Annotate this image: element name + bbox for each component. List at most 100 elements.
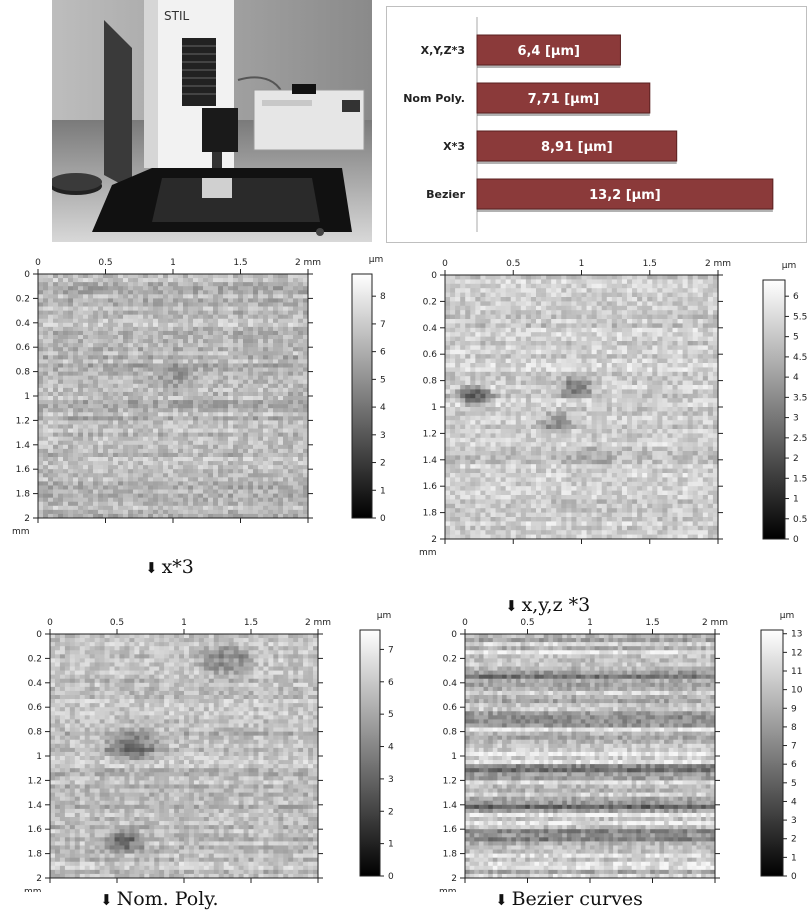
x-tick-label: 1 — [587, 618, 593, 628]
bar-category-label: Nom Poly. — [403, 92, 465, 105]
y-tick-label: 0 — [451, 630, 457, 640]
y-tick-label: 1.6 — [423, 482, 438, 492]
y-unit-label: mm — [419, 548, 437, 558]
y-tick-label: 0 — [36, 630, 42, 640]
colorbar-tick-label: 4 — [388, 743, 394, 753]
colorbar-tick-label: 0 — [388, 872, 394, 882]
bar — [476, 178, 774, 210]
x-tick-label: 2 mm — [702, 618, 728, 628]
x-tick-label: 1.5 — [643, 259, 657, 269]
x-tick-label: 0.5 — [98, 258, 112, 268]
y-tick-label: 0.2 — [16, 294, 30, 304]
y-tick-label: 1.2 — [16, 416, 30, 426]
colorbar-tick-label: 5 — [793, 333, 799, 343]
arrow-down-icon: ⬇ — [495, 891, 508, 909]
y-tick-label: 0.2 — [28, 654, 42, 664]
x-tick-label: 0.5 — [110, 618, 124, 628]
y-tick-label: 1.8 — [28, 850, 43, 860]
y-tick-label: 0.8 — [443, 728, 458, 738]
surface-map-x3: 0 0.5 1 1.5 2 mm 0 0.2 0.4 0.6 0.8 1 1.2 1.4 1.6 1.8 2 m… — [0, 250, 400, 550]
colorbar-tick-label: 6 — [388, 678, 394, 688]
y-tick-label: 0.8 — [28, 728, 43, 738]
x-tick-label: 2 mm — [295, 258, 321, 268]
x-tick-label: 2 mm — [705, 259, 731, 269]
y-tick-label: 0 — [431, 271, 437, 281]
y-tick-label: 1.2 — [443, 776, 457, 786]
colorbar-tick-label: 3.5 — [793, 393, 807, 403]
y-tick-label: 1.4 — [16, 441, 31, 451]
surface-map-nom-poly: 0 0.5 1 1.5 2 mm 0 0.2 0.4 0.6 0.8 1 1.2 1.4 1.6 1.8 2 m… — [0, 611, 400, 897]
y-tick-label: 1 — [24, 392, 30, 402]
bar-category-label: X*3 — [443, 140, 465, 153]
colorbar-unit-label: µm — [780, 612, 795, 621]
y-tick-label: 0 — [24, 270, 30, 280]
roughness-bar-chart: X,Y,Z*3 6,4 [µm] Nom Poly. 7,71 [µm] X*3 8,91… — [386, 6, 807, 243]
y-tick-label: 1.6 — [16, 465, 31, 475]
y-tick-label: 0.8 — [423, 377, 438, 387]
y-tick-label: 1.8 — [443, 850, 458, 860]
colorbar-tick-label: 13 — [791, 630, 802, 640]
x-tick-label: 0 — [442, 259, 448, 269]
y-tick-label: 1.6 — [443, 825, 458, 835]
x-tick-label: 2 mm — [305, 618, 331, 628]
y-unit-label: mm — [12, 527, 30, 537]
y-tick-label: 1.8 — [423, 509, 438, 519]
y-tick-label: 0.6 — [28, 703, 43, 713]
y-tick-label: 1.4 — [28, 801, 43, 811]
heatmap-surface — [465, 634, 716, 879]
x-tick-label: 0 — [47, 618, 53, 628]
heatmap-surface — [50, 634, 319, 879]
colorbar-tick-label: 3 — [791, 816, 797, 826]
y-tick-label: 1.2 — [423, 429, 437, 439]
surface-map-xyz3: 0 0.5 1 1.5 2 mm 0 0.2 0.4 0.6 0.8 1 1.2 1.4 1.6 1.8 2 m… — [405, 250, 812, 570]
colorbar-tick-label: 3 — [793, 414, 799, 424]
colorbar-tick-label: 4.5 — [793, 353, 807, 363]
x-tick-label: 0.5 — [520, 618, 534, 628]
colorbar — [359, 629, 381, 877]
colorbar — [351, 273, 373, 519]
colorbar-unit-label: µm — [377, 612, 392, 621]
colorbar-tick-label: 2 — [791, 835, 797, 845]
bar-value-label: 7,71 [µm] — [528, 92, 600, 107]
caption-nom-poly: ⬇ Nom. Poly. — [100, 888, 219, 910]
y-unit-label: mm — [439, 887, 457, 892]
y-tick-label: 1.4 — [423, 456, 438, 466]
colorbar-tick-label: 10 — [791, 686, 803, 696]
colorbar-tick-label: 6 — [380, 348, 386, 358]
colorbar-tick-label: 0.5 — [793, 515, 807, 525]
colorbar-tick-label: 11 — [791, 667, 802, 677]
colorbar-tick-label: 3 — [380, 431, 386, 441]
bar — [476, 130, 678, 162]
caption-x3: ⬇ x*3 — [145, 556, 194, 578]
y-tick-label: 0.4 — [28, 679, 43, 689]
x-tick-label: 0 — [35, 258, 41, 268]
y-tick-label: 2 — [431, 535, 437, 545]
colorbar-tick-label: 0 — [380, 514, 386, 524]
y-tick-label: 1.6 — [28, 825, 43, 835]
bar-value-label: 6,4 [µm] — [517, 44, 580, 59]
bar-category-label: X,Y,Z*3 — [421, 44, 465, 57]
colorbar-tick-label: 5 — [380, 375, 386, 385]
bar — [476, 34, 621, 66]
caption-xyz3: ⬇ x,y,z *3 — [505, 594, 590, 616]
caption-xyz3-text: x,y,z *3 — [521, 594, 591, 616]
y-tick-label: 0.2 — [423, 297, 437, 307]
colorbar-unit-label: µm — [782, 261, 797, 271]
heatmap-surface — [445, 275, 719, 540]
surface-map-bezier: 0 0.5 1 1.5 2 mm 0 0.2 0.4 0.6 0.8 1 1.2 1.4 1.6 1.8 2 m… — [405, 611, 812, 897]
colorbar-tick-label: 4 — [791, 797, 797, 807]
colorbar-tick-label: 7 — [388, 645, 394, 655]
colorbar-tick-label: 2 — [793, 454, 799, 464]
colorbar-tick-label: 7 — [380, 320, 386, 330]
y-tick-label: 0.6 — [443, 703, 458, 713]
y-tick-label: 2 — [451, 874, 457, 884]
colorbar-tick-label: 3 — [388, 775, 394, 785]
colorbar-tick-label: 4 — [793, 373, 799, 383]
y-tick-label: 0.4 — [16, 319, 31, 329]
colorbar — [762, 279, 786, 540]
x-tick-label: 1.5 — [233, 258, 247, 268]
arrow-down-icon: ⬇ — [145, 559, 158, 577]
colorbar-tick-label: 7 — [791, 742, 797, 752]
colorbar-tick-label: 12 — [791, 648, 802, 658]
colorbar-tick-label: 2 — [380, 459, 386, 469]
